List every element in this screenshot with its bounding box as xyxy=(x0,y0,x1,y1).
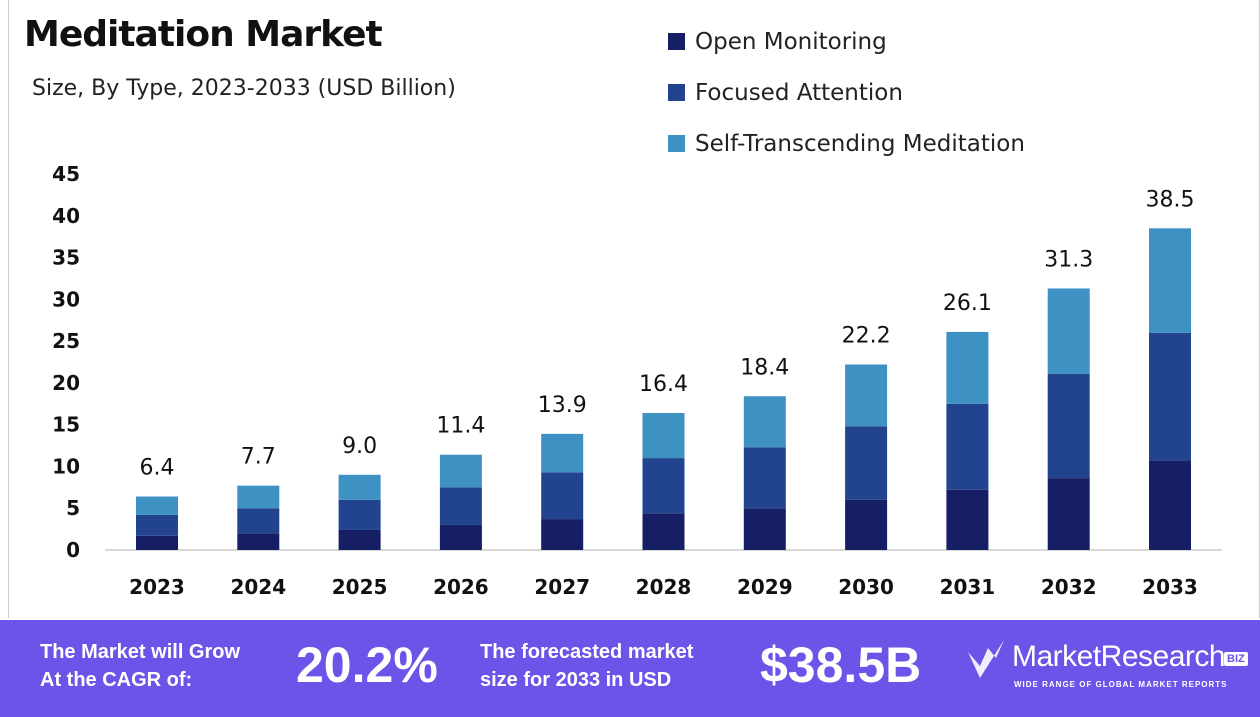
bar-segment xyxy=(338,474,381,500)
total-data-label: 18.4 xyxy=(740,355,789,380)
x-tick-label: 2030 xyxy=(838,575,894,599)
cagr-label: The Market will Grow At the CAGR of: xyxy=(40,638,240,694)
logo-badge: BIZ xyxy=(1224,652,1248,666)
bar-segment xyxy=(338,499,381,530)
cagr-label-line: At the CAGR of: xyxy=(40,669,193,691)
chart-title: Meditation Market xyxy=(24,14,383,55)
bar-segment xyxy=(642,458,685,514)
bar-segment xyxy=(642,412,685,459)
x-tick-label: 2031 xyxy=(940,575,996,599)
bar-segment xyxy=(743,447,786,509)
chart-subtitle: Size, By Type, 2023-2033 (USD Billion) xyxy=(32,76,456,101)
bar-segment xyxy=(845,364,888,427)
bar-segment xyxy=(1047,288,1090,374)
x-tick-label: 2023 xyxy=(129,575,185,599)
x-tick-label: 2025 xyxy=(332,575,388,599)
legend-item-focused-attention: Focused Attention xyxy=(668,67,1025,118)
x-tick-label: 2026 xyxy=(433,575,489,599)
y-tick-label: 30 xyxy=(52,287,80,311)
x-tick-label: 2032 xyxy=(1041,575,1097,599)
bar-segment xyxy=(1149,332,1191,461)
bar-segment xyxy=(946,403,989,490)
total-data-label: 6.4 xyxy=(140,456,175,481)
bar-segment xyxy=(439,487,482,525)
cagr-value: 20.2% xyxy=(296,637,438,693)
y-tick-label: 15 xyxy=(52,413,80,437)
y-tick-label: 45 xyxy=(52,162,80,186)
legend-swatch xyxy=(668,84,685,101)
bar-segment xyxy=(845,499,888,550)
legend-swatch xyxy=(668,33,685,50)
legend-label: Self-Transcending Meditation xyxy=(695,130,1025,157)
logo-name: MarketResearch xyxy=(1012,640,1226,673)
bar-segment xyxy=(237,508,280,534)
bar-segment xyxy=(1047,478,1090,550)
legend-item-open-monitoring: Open Monitoring xyxy=(668,16,1025,67)
x-tick-label: 2029 xyxy=(737,575,793,599)
legend-label: Focused Attention xyxy=(695,79,903,106)
marketresearch-logo: MarketResearch BIZ WIDE RANGE OF GLOBAL … xyxy=(966,634,1258,704)
legend-item-self-transcending: Self-Transcending Meditation xyxy=(668,118,1025,169)
forecast-label-line: size for 2033 in USD xyxy=(480,669,672,691)
total-data-label: 13.9 xyxy=(538,393,587,418)
forecast-label-line: The forecasted market xyxy=(480,641,694,663)
bar-segment xyxy=(743,508,786,550)
bar-segment xyxy=(541,519,584,550)
bar-segment xyxy=(845,426,888,500)
logo-tagline: WIDE RANGE OF GLOBAL MARKET REPORTS xyxy=(1014,680,1228,689)
y-tick-label: 10 xyxy=(52,454,80,478)
total-data-label: 38.5 xyxy=(1146,187,1195,212)
bar-segment xyxy=(946,489,989,550)
legend-swatch xyxy=(668,135,685,152)
x-tick-label: 2024 xyxy=(230,575,286,599)
bar-segment xyxy=(1149,460,1191,550)
bar-segment xyxy=(541,433,584,473)
total-data-label: 9.0 xyxy=(342,434,377,459)
y-tick-label: 25 xyxy=(52,329,80,353)
bar-chart: 05101520253035404520236.420247.720259.02… xyxy=(52,162,1222,599)
bar-segment xyxy=(338,529,381,550)
legend-label: Open Monitoring xyxy=(695,28,887,55)
total-data-label: 31.3 xyxy=(1044,247,1093,272)
total-data-label: 11.4 xyxy=(436,414,485,439)
x-tick-label: 2033 xyxy=(1142,575,1198,599)
bar-segment xyxy=(439,454,482,488)
forecast-label: The forecasted market size for 2033 in US… xyxy=(480,638,693,694)
bar-segment xyxy=(237,533,280,550)
bar-segment xyxy=(743,396,786,448)
bar-segment xyxy=(237,485,280,509)
bar-segment xyxy=(439,524,482,550)
bar-segment xyxy=(642,513,685,550)
x-tick-label: 2028 xyxy=(636,575,692,599)
bar-segment xyxy=(136,535,178,550)
y-tick-label: 40 xyxy=(52,204,80,228)
legend: Open Monitoring Focused Attention Self-T… xyxy=(668,16,1025,169)
x-tick-label: 2027 xyxy=(534,575,590,599)
bar-segment xyxy=(946,331,989,404)
total-data-label: 16.4 xyxy=(639,372,688,397)
bar-segment xyxy=(136,514,178,536)
bar-segment xyxy=(1149,228,1191,333)
y-tick-label: 5 xyxy=(66,496,80,520)
bar-segment xyxy=(1047,373,1090,479)
logo-check-icon xyxy=(968,640,1004,678)
y-tick-label: 20 xyxy=(52,371,80,395)
total-data-label: 22.2 xyxy=(842,324,891,349)
bar-segment xyxy=(541,472,584,520)
forecast-value: $38.5B xyxy=(760,637,922,693)
summary-banner: The Market will Grow At the CAGR of: 20.2… xyxy=(0,620,1260,717)
y-tick-label: 0 xyxy=(66,538,80,562)
total-data-label: 26.1 xyxy=(943,291,992,316)
cagr-label-line: The Market will Grow xyxy=(40,641,241,663)
y-tick-label: 35 xyxy=(52,246,80,270)
bar-segment xyxy=(136,496,178,515)
total-data-label: 7.7 xyxy=(241,445,276,470)
